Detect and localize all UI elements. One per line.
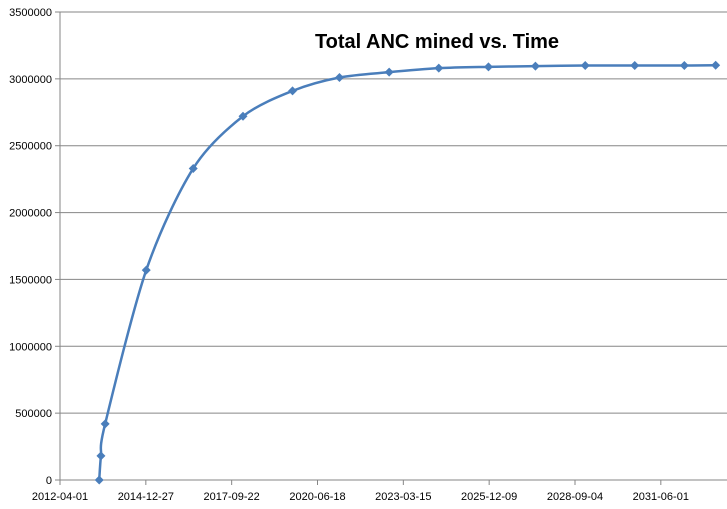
axes [55,11,727,485]
data-point-marker [141,265,151,275]
data-point-marker [188,163,198,173]
x-tick-label: 2012-04-01 [32,491,88,503]
data-point-marker [288,86,298,96]
data-point-marker [96,451,106,461]
y-tick-label: 2500000 [9,141,52,153]
data-point-marker [711,60,721,70]
data-point-marker [238,111,248,121]
data-point-marker [580,60,590,70]
x-tick-label: 2031-06-01 [633,491,689,503]
data-point-marker [679,60,689,70]
y-tick-label: 1500000 [9,274,52,286]
y-tick-label: 3500000 [9,7,52,19]
series-layer [94,60,721,485]
data-point-marker [334,73,344,83]
x-tick-label: 2025-12-09 [461,491,517,503]
data-point-marker [94,475,104,485]
y-tick-label: 500000 [15,408,52,420]
series-line [97,63,716,481]
x-axis-tick-labels: 2012-04-01 2014-12-27 2017-09-22 2020-06-18… [32,491,689,503]
x-tick-label: 2014-12-27 [118,491,174,503]
data-point-marker [530,61,540,71]
gridlines [60,11,727,414]
x-tick-label: 2017-09-22 [204,491,260,503]
chart-title: Total ANC mined vs. Time [315,31,559,53]
x-tick-label: 2023-03-15 [375,491,431,503]
data-point-marker [100,419,110,429]
data-point-marker [384,67,394,77]
data-point-marker [630,60,640,70]
y-tick-label: 3000000 [9,74,52,86]
data-point-marker [483,62,493,72]
y-tick-label: 2000000 [9,208,52,220]
y-tick-label: 0 [46,475,52,487]
data-point-marker [434,63,444,73]
y-tick-label: 1000000 [9,341,52,353]
x-tick-label: 2028-09-04 [547,491,603,503]
y-axis-tick-labels: 0 500000 1000000 1500000 2000000 2500000 30000… [9,7,52,487]
x-tick-label: 2020-06-18 [289,491,345,503]
